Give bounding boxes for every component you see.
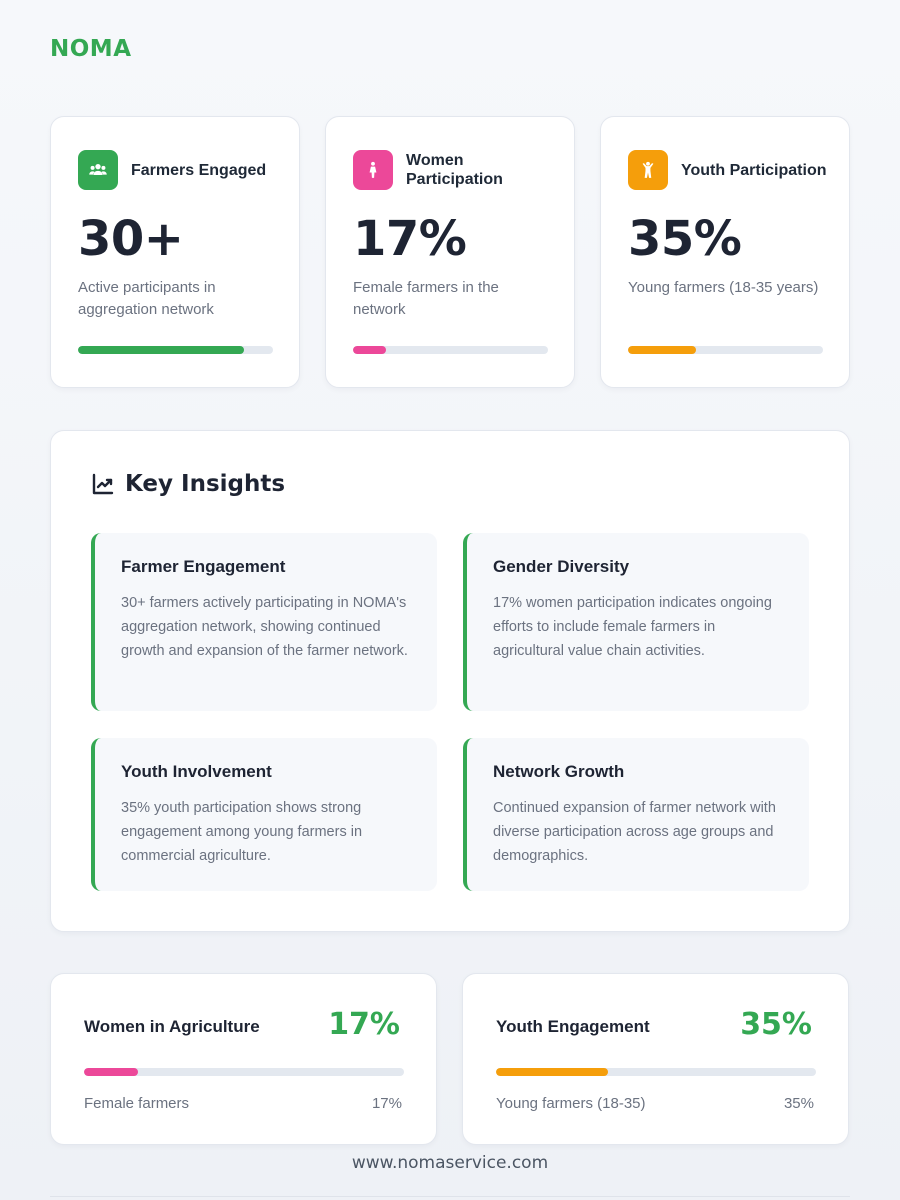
- progress-bar: [78, 346, 273, 354]
- summary-value: 35%: [740, 1007, 812, 1042]
- insight-text: 17% women participation indicates ongoin…: [493, 595, 772, 659]
- progress-bar: [84, 1068, 404, 1076]
- stat-label: Farmers Engaged: [131, 161, 267, 179]
- insight-text: Continued expansion of farmer network wi…: [493, 800, 776, 864]
- summary-value: 17%: [328, 1007, 400, 1042]
- noma-logo[interactable]: NOMA: [50, 36, 132, 62]
- stat-value: 30+: [78, 211, 184, 267]
- insight-card-gender-diversity: Gender Diversity 17% women participation…: [463, 533, 809, 711]
- stat-card-women-participation: Women Participation 17% Female farmers i…: [325, 116, 575, 388]
- progress-bar: [496, 1068, 816, 1076]
- summary-caption: Female farmers: [84, 1095, 190, 1112]
- summary-card-women-in-agriculture: Women in Agriculture 17% Female farmers …: [50, 973, 437, 1145]
- summary-caption: Young farmers (18-35): [496, 1095, 646, 1112]
- insight-card-network-growth: Network Growth Continued expansion of fa…: [463, 738, 809, 891]
- stat-value: 17%: [353, 211, 467, 267]
- insight-title: Network Growth: [493, 762, 625, 781]
- stat-card-youth-participation: Youth Participation 35% Young farmers (1…: [600, 116, 850, 388]
- insight-card-farmer-engagement: Farmer Engagement 30+ farmers actively p…: [91, 533, 437, 711]
- key-insights-header: Key Insights: [91, 471, 285, 497]
- insight-title: Farmer Engagement: [121, 557, 286, 576]
- key-insights-title: Key Insights: [125, 471, 286, 497]
- users-icon: [78, 150, 118, 190]
- stat-card-header: Youth Participation: [628, 150, 841, 190]
- stat-label: Women Participation: [406, 152, 503, 188]
- stat-value: 35%: [628, 211, 742, 267]
- footer-website-link[interactable]: www.nomaservice.com: [351, 1153, 549, 1173]
- progress-bar-fill: [353, 346, 387, 354]
- progress-bar-fill: [84, 1068, 139, 1076]
- stat-description: Female farmers in the network: [353, 279, 499, 318]
- female-icon: [353, 150, 393, 190]
- stat-card-farmers-engaged: Farmers Engaged 30+ Active participants …: [50, 116, 300, 388]
- summary-percent: 35%: [783, 1095, 814, 1112]
- summary-title: Youth Engagement: [496, 1017, 650, 1036]
- footer-divider: [50, 1196, 850, 1197]
- insight-title: Gender Diversity: [493, 557, 630, 576]
- stat-description: Young farmers (18-35 years): [628, 279, 819, 296]
- stat-card-header: Farmers Engaged: [78, 150, 281, 190]
- progress-bar: [628, 346, 823, 354]
- summary-percent: 17%: [371, 1095, 402, 1112]
- stat-label: Youth Participation: [681, 161, 827, 179]
- summary-title: Women in Agriculture: [84, 1017, 260, 1036]
- key-insights-panel: Key Insights Farmer Engagement 30+ farme…: [50, 430, 850, 932]
- insight-text: 35% youth participation shows strong eng…: [121, 800, 363, 864]
- progress-bar: [353, 346, 548, 354]
- progress-bar-fill: [628, 346, 697, 354]
- insight-card-youth-involvement: Youth Involvement 35% youth participatio…: [91, 738, 437, 891]
- progress-bar-fill: [496, 1068, 608, 1076]
- stat-description: Active participants in aggregation netwo…: [78, 279, 216, 318]
- stat-card-header: Women Participation: [353, 150, 526, 190]
- child-icon: [628, 150, 668, 190]
- trend-chart-icon: [92, 473, 114, 495]
- insight-title: Youth Involvement: [121, 762, 272, 781]
- summary-card-youth-engagement: Youth Engagement 35% Young farmers (18-3…: [462, 973, 849, 1145]
- insight-text: 30+ farmers actively participating in NO…: [121, 595, 408, 659]
- progress-bar-fill: [78, 346, 244, 354]
